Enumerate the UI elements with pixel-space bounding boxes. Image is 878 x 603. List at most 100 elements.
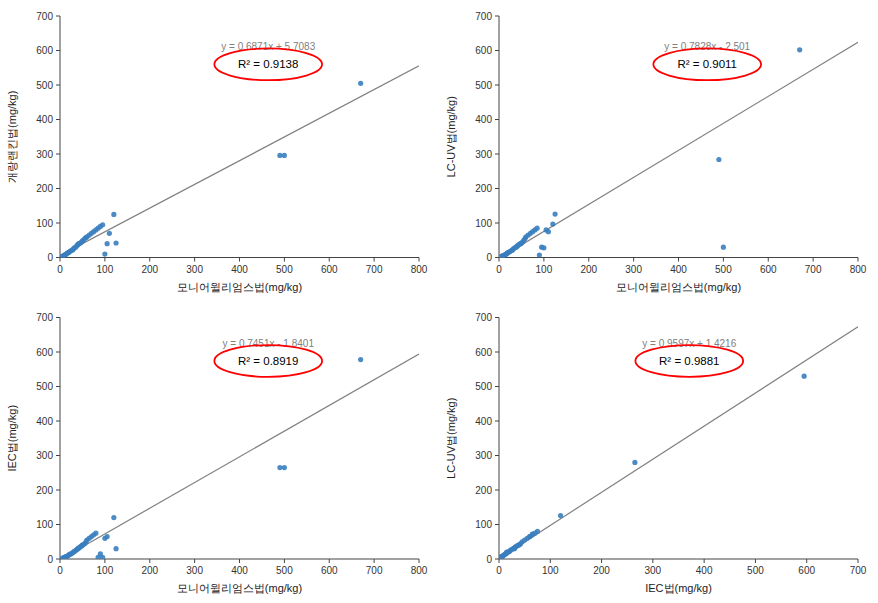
x-tick <box>806 559 807 563</box>
chart-figure: 0100200300400500600700800010020030040050… <box>0 0 878 603</box>
y-tick <box>56 352 60 353</box>
y-tick-label: 0 <box>486 554 492 565</box>
scatter-point <box>358 357 363 362</box>
x-tick-label: 100 <box>97 565 114 576</box>
x-tick-label: 300 <box>625 264 642 275</box>
y-tick <box>56 455 60 456</box>
scatter-point <box>499 554 504 559</box>
x-tick <box>499 258 500 262</box>
y-tick <box>56 85 60 86</box>
x-axis-label: 모니어윌리엄스법(mg/kg) <box>616 281 741 293</box>
x-tick-label: 700 <box>366 264 383 275</box>
x-tick <box>633 258 634 262</box>
y-tick-label: 500 <box>475 80 492 91</box>
x-axis-label: 모니어윌리엄스법(mg/kg) <box>177 281 302 293</box>
trend-line <box>60 66 419 256</box>
scatter-point <box>721 245 726 250</box>
y-tick-label: 600 <box>36 347 53 358</box>
y-tick-label: 700 <box>475 312 492 323</box>
plot-area <box>499 327 858 559</box>
scatter-point <box>546 229 551 234</box>
scatter-point <box>552 211 557 216</box>
y-tick <box>495 257 499 258</box>
scatter-point <box>277 153 282 158</box>
y-tick-label: 300 <box>475 149 492 160</box>
x-tick <box>813 258 814 262</box>
x-tick <box>723 258 724 262</box>
y-axis <box>60 16 61 258</box>
y-tick <box>56 524 60 525</box>
y-axis <box>499 318 500 560</box>
y-tick <box>56 50 60 51</box>
y-tick-label: 300 <box>475 450 492 461</box>
x-tick-label: 300 <box>186 264 203 275</box>
x-tick-label: 100 <box>542 565 559 576</box>
y-tick <box>56 490 60 491</box>
y-tick <box>56 559 60 560</box>
scatter-point <box>100 222 105 227</box>
y-tick <box>495 524 499 525</box>
x-tick-label: 400 <box>231 565 248 576</box>
y-tick-label: 400 <box>475 114 492 125</box>
scatter-point <box>282 465 287 470</box>
scatter-point <box>277 465 282 470</box>
y-tick <box>495 421 499 422</box>
x-tick-label: 700 <box>366 565 383 576</box>
y-tick <box>495 119 499 120</box>
scatter-point <box>541 245 546 250</box>
y-tick <box>56 16 60 17</box>
equation-label: y = 0.7451x - 1.8401 <box>222 338 314 349</box>
y-tick <box>495 50 499 51</box>
r-squared-highlight <box>214 48 322 80</box>
y-axis-label: LC-UV법(mg/kg) <box>445 398 457 479</box>
x-tick <box>239 258 240 262</box>
equation-label: y = 0.9597x + 1.4216 <box>642 338 736 349</box>
x-tick-label: 200 <box>141 264 158 275</box>
x-tick <box>374 559 375 563</box>
y-tick <box>495 559 499 560</box>
y-tick <box>56 223 60 224</box>
r-squared-highlight <box>653 48 761 80</box>
y-tick <box>56 119 60 120</box>
y-tick <box>495 317 499 318</box>
panel: 0100200300400500600700800010020030040050… <box>6 11 428 293</box>
y-tick <box>56 421 60 422</box>
x-tick <box>601 559 602 563</box>
x-tick-label: 500 <box>276 264 293 275</box>
r-squared-label: R² = 0.9881 <box>659 355 719 367</box>
x-tick-label: 500 <box>276 565 293 576</box>
y-tick-label: 300 <box>36 450 53 461</box>
x-axis <box>499 559 858 560</box>
y-tick <box>495 85 499 86</box>
x-tick-label: 500 <box>747 565 764 576</box>
y-tick-label: 200 <box>475 183 492 194</box>
y-tick-label: 200 <box>36 183 53 194</box>
scatter-point <box>107 231 112 236</box>
x-tick <box>284 559 285 563</box>
x-tick-label: 800 <box>411 565 428 576</box>
x-tick <box>755 559 756 563</box>
equation-label: y = 0.6871x + 5.7083 <box>221 41 315 52</box>
x-tick-label: 400 <box>696 565 713 576</box>
y-tick <box>495 223 499 224</box>
scatter-point <box>102 251 107 256</box>
x-tick <box>588 258 589 262</box>
scatter-point <box>632 460 637 465</box>
x-tick <box>652 559 653 563</box>
y-tick-label: 200 <box>36 485 53 496</box>
x-tick-label: 300 <box>645 565 662 576</box>
y-tick-label: 500 <box>36 80 53 91</box>
x-tick <box>194 258 195 262</box>
scatter-point <box>558 513 563 518</box>
x-tick <box>419 559 420 563</box>
y-axis <box>60 318 61 560</box>
y-tick <box>56 154 60 155</box>
y-tick <box>495 154 499 155</box>
r-squared-label: R² = 0.9011 <box>677 58 737 70</box>
y-axis-label: 개랑랜킨법(mg/kg) <box>6 91 18 183</box>
x-tick <box>550 559 551 563</box>
x-tick-label: 700 <box>805 264 822 275</box>
r-squared-highlight <box>635 345 743 377</box>
y-tick-label: 600 <box>475 347 492 358</box>
trend-line <box>499 42 858 257</box>
